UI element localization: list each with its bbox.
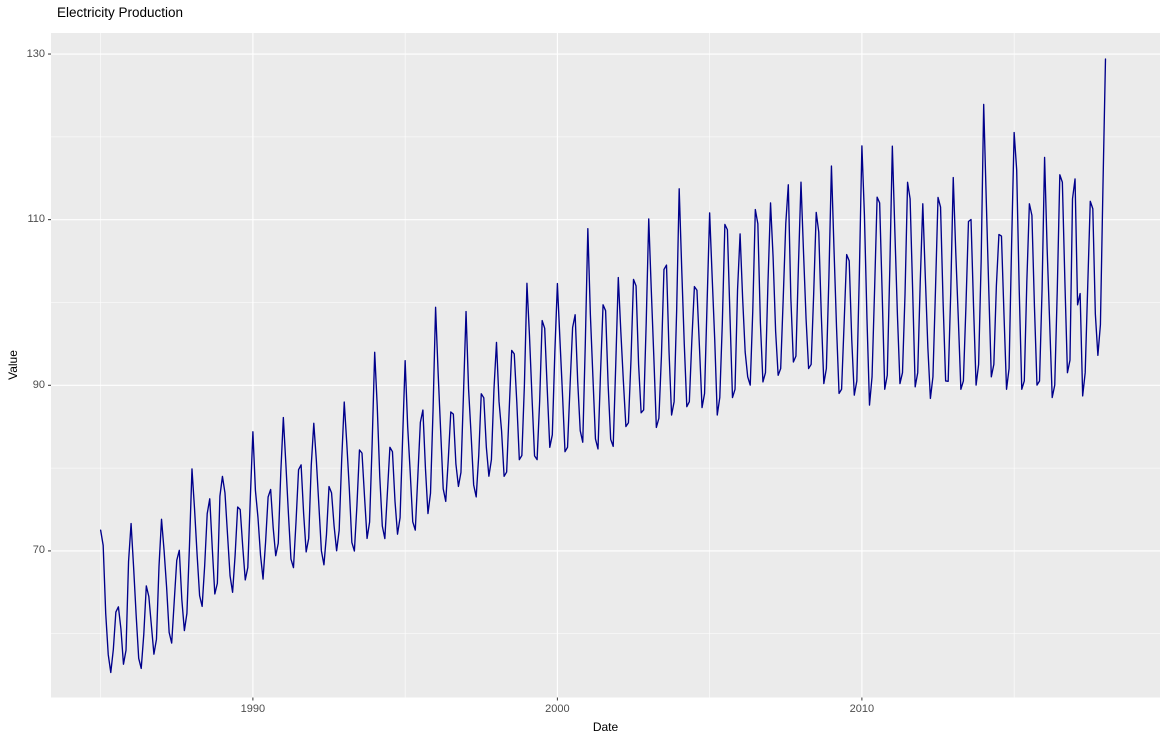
y-tick-label-130: 130 [26,47,45,60]
data-series-line [99,58,1107,674]
x-tick-label-1990: 1990 [240,703,266,715]
y-tick-label-90: 90 [32,378,45,391]
y-tick-label-70: 70 [32,544,45,557]
x-tick-label-2000: 2000 [545,703,570,715]
x-axis-title: Date [592,720,619,734]
x-tick-label-2010: 2010 [849,703,875,715]
chart-title: Electricity Production [57,5,184,20]
y-tick-label-110: 110 [27,213,45,226]
y-axis-title: Value [6,350,20,380]
